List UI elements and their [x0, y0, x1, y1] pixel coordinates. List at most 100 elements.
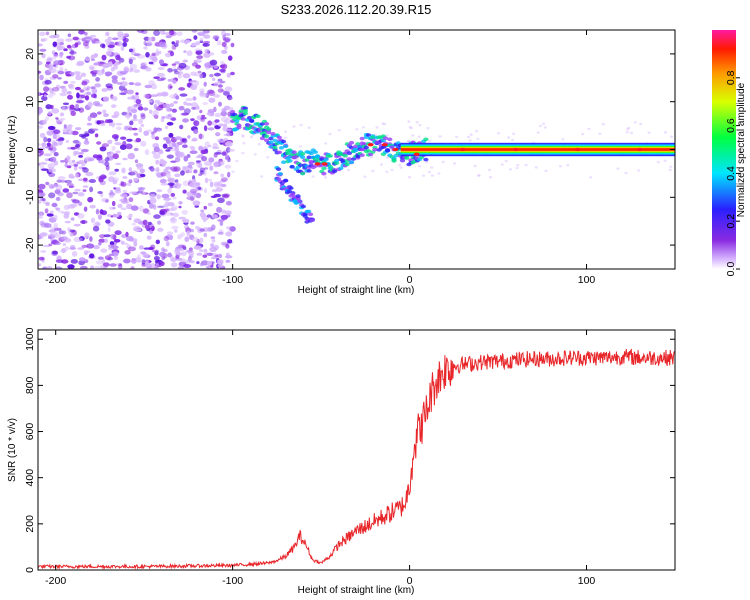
noise-point	[214, 119, 220, 123]
noise-point	[169, 94, 174, 99]
noise-point	[142, 208, 150, 214]
noise-point	[176, 141, 183, 146]
noise-point	[177, 151, 185, 158]
noise-point	[111, 78, 118, 84]
noise-point	[204, 161, 213, 166]
noise-point	[76, 62, 84, 67]
ridge-hot-spot	[512, 147, 519, 152]
noise-point	[200, 260, 209, 266]
noise-point	[182, 165, 187, 172]
noise-point	[217, 88, 224, 93]
noise-point	[153, 127, 158, 134]
noise-point	[66, 192, 73, 199]
noise-point	[56, 207, 61, 211]
noise-point	[39, 48, 47, 52]
branch-point	[283, 178, 289, 183]
noise-point	[38, 143, 42, 146]
noise-point	[70, 110, 76, 116]
noise-point	[194, 205, 199, 208]
noise-point	[381, 122, 385, 125]
noise-point	[165, 241, 170, 247]
ridge-point	[342, 153, 348, 158]
noise-point	[46, 213, 54, 217]
noise-point	[67, 264, 75, 269]
noise-point	[131, 118, 138, 122]
noise-point	[111, 121, 115, 128]
noise-point	[101, 88, 108, 92]
noise-point	[224, 210, 232, 216]
noise-point	[170, 217, 176, 222]
noise-point	[53, 227, 62, 231]
noise-point	[65, 140, 70, 143]
noise-point	[66, 91, 72, 95]
noise-point	[125, 111, 131, 115]
noise-point	[107, 139, 113, 144]
noise-point	[311, 175, 315, 178]
noise-point	[52, 133, 58, 140]
ridge-point	[281, 160, 287, 164]
noise-point	[191, 30, 198, 33]
noise-point	[43, 153, 52, 157]
noise-point	[45, 116, 49, 121]
noise-point	[46, 266, 53, 269]
noise-point	[129, 120, 134, 126]
noise-point	[148, 99, 153, 103]
noise-point	[56, 38, 65, 43]
noise-point	[418, 165, 422, 168]
noise-point	[407, 120, 411, 123]
noise-point	[227, 111, 232, 117]
noise-point	[257, 143, 261, 146]
noise-point	[94, 221, 101, 225]
noise-point	[47, 138, 52, 143]
noise-point	[136, 30, 145, 33]
noise-point	[38, 61, 43, 66]
ridge-point	[272, 138, 278, 143]
noise-point	[38, 43, 43, 47]
noise-point	[68, 83, 73, 89]
spectrogram-y-tick-label: 0	[24, 146, 36, 152]
noise-point	[361, 126, 365, 129]
noise-point	[155, 263, 160, 266]
noise-point	[208, 90, 216, 97]
noise-point	[207, 144, 212, 148]
noise-point	[51, 87, 60, 92]
noise-point	[406, 139, 410, 143]
snr-panel: -200 -100 0 100 0 200 400 600 800 1000 Height of…	[7, 327, 676, 596]
noise-point	[430, 174, 434, 177]
noise-point	[45, 202, 50, 206]
noise-point	[111, 104, 117, 108]
noise-point	[81, 166, 87, 170]
ridge-point	[291, 150, 297, 154]
noise-point	[140, 124, 145, 127]
noise-point	[157, 67, 165, 70]
noise-point	[165, 149, 171, 152]
noise-point	[83, 206, 88, 212]
noise-point	[153, 146, 160, 153]
noise-point	[668, 168, 672, 172]
noise-point	[167, 202, 175, 207]
noise-point	[42, 266, 48, 269]
noise-point	[225, 154, 229, 161]
noise-point	[106, 40, 110, 47]
noise-point	[128, 48, 134, 53]
noise-point	[87, 157, 95, 162]
noise-point	[108, 194, 114, 199]
colorbar-tick-label: 0.4	[725, 166, 737, 181]
ridge-point	[321, 171, 327, 176]
noise-point	[222, 194, 230, 199]
noise-point	[164, 211, 173, 216]
noise-point	[70, 245, 76, 249]
branch-point	[290, 192, 296, 197]
noise-point	[128, 246, 136, 252]
snr-x-tick-label: 0	[407, 575, 413, 587]
noise-point	[96, 111, 102, 115]
noise-point	[104, 161, 110, 167]
noise-point	[67, 33, 72, 38]
ridge-point	[236, 125, 242, 130]
noise-point	[566, 164, 570, 167]
noise-point	[123, 125, 129, 131]
noise-point	[55, 241, 61, 245]
noise-point	[125, 143, 133, 150]
noise-point	[409, 126, 413, 130]
noise-point	[192, 175, 196, 181]
